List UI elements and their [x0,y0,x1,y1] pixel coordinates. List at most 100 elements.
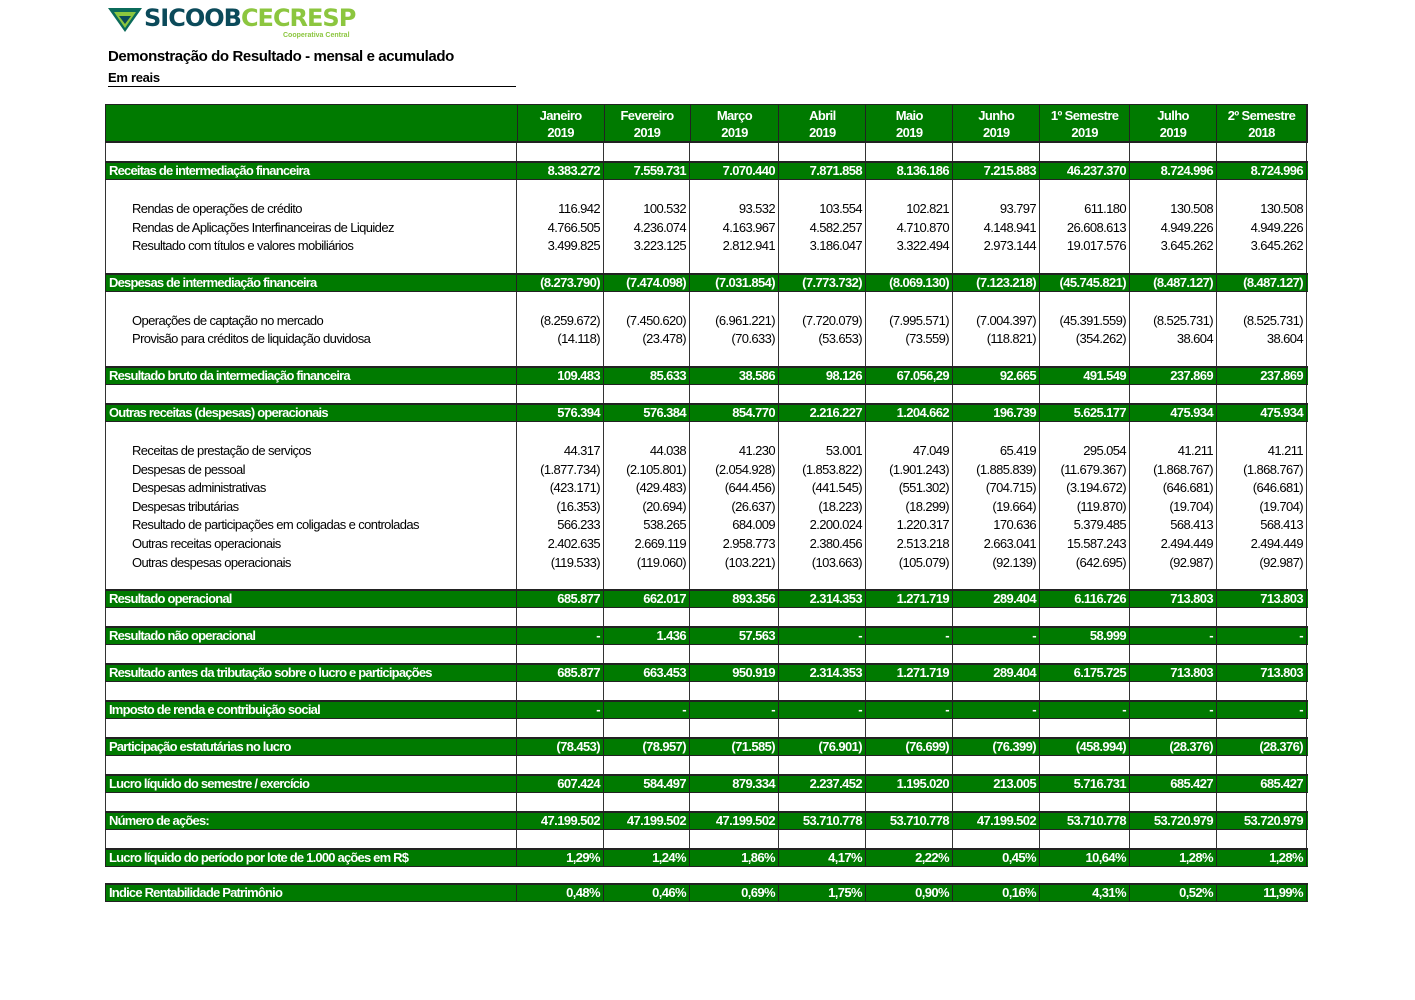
detail-values: 102.821 4.710.870 3.322.494 [866,180,953,273]
detail-value: (8.259.672) [540,312,601,328]
row-value: - [779,628,866,645]
row-value: 713.803 [1217,591,1307,608]
column-header: Junho 2019 [953,105,1041,141]
detail-value: (7.004.397) [976,312,1037,328]
row-value: 491.549 [1040,367,1130,384]
row-value: 53.720.979 [1130,813,1217,830]
row-value: 47.199.502 [953,813,1040,830]
column-header-year: 2019 [633,125,661,140]
row-label: Outras receitas (despesas) operacionais [105,404,517,421]
spacer-cell [1130,793,1217,812]
row-label: Resultado operacional [105,591,517,608]
spacer-cell [866,719,953,738]
detail-value: (92.139) [992,554,1036,570]
row-value: 0,45% [953,850,1040,867]
spacer-cell [1040,719,1130,738]
detail-value: 2.663.041 [983,535,1037,551]
row-value: (7.031.854) [690,274,779,291]
detail-value: 47.049 [912,442,950,458]
detail-block: Rendas de operações de crédito Rendas de … [105,180,1308,273]
spacer-cell [1217,682,1307,701]
spacer-cell [953,645,1040,664]
spacer-cell [690,608,779,627]
detail-value: (429.483) [635,480,687,496]
row-value: 6.116.726 [1040,591,1130,608]
detail-label: Despesas de pessoal [132,461,246,477]
detail-value: (704.715) [985,480,1037,496]
spacer-cell [866,682,953,701]
detail-value: 2.513.218 [896,535,950,551]
table-gap [105,867,1308,883]
row-value: 1.436 [604,628,690,645]
spacer-cell [105,645,517,664]
spacer-cell [1217,830,1307,849]
spacer-cell [105,384,517,403]
row-value: 1,86% [690,850,779,867]
row-value: 2,22% [866,850,953,867]
spacer-cell [517,867,604,883]
detail-values: 93.797 4.148.941 2.973.144 [953,180,1040,273]
detail-values: 100.532 4.236.074 3.223.125 [604,180,690,273]
spacer-cell [690,756,779,775]
row-label: Número de ações: [105,813,517,830]
detail-values: (7.995.571) (73.559) [866,291,953,366]
row-value: - [604,702,690,719]
row-value: 0,90% [866,885,953,902]
column-header-name: Janeiro [539,108,583,123]
column-header-year: 2019 [1071,125,1098,140]
spacer-cell [866,143,953,161]
detail-values: (7.720.079) (53.653) [779,291,866,366]
detail-values: 130.508 4.949.226 3.645.262 [1217,180,1307,273]
column-header-year: 2019 [809,125,836,140]
row-value: 2.216.227 [779,404,866,421]
row-value: 53.720.979 [1217,813,1307,830]
detail-value: (642.695) [1075,554,1127,570]
spacer-cell [779,719,866,738]
detail-values: 53.001 (1.853.822) (441.545) (18.223) 2.200.… [779,421,866,590]
detail-value: 44.038 [649,442,687,458]
detail-labels: Receitas de prestação de serviços Despesa… [105,421,517,590]
row-value: 475.934 [1217,404,1307,421]
detail-value: 2.402.635 [547,535,601,551]
row-value: - [1040,702,1130,719]
spacer-cell [1040,608,1130,627]
row-value: 854.770 [690,404,779,421]
detail-value: 3.645.262 [1160,238,1214,254]
column-header: Abril 2019 [779,105,867,141]
spacer-cell [953,867,1040,883]
row-value: 576.384 [604,404,690,421]
spacer-cell [105,682,517,701]
detail-values: (6.961.221) (70.633) [690,291,779,366]
spacer-cell [866,608,953,627]
detail-values: (8.259.672) (14.118) [517,291,604,366]
spacer-cell [517,756,604,775]
spacer-cell [604,384,690,403]
detail-value: 566.233 [557,517,600,533]
spacer-cell [953,830,1040,849]
detail-labels: Operações de captação no mercado Provisão… [105,291,517,366]
row-value: (28.376) [1130,739,1217,756]
detail-value: (646.681) [1162,480,1214,496]
spacer-cell [953,793,1040,812]
detail-value: (8.525.731) [1153,312,1214,328]
row-value: 1,24% [604,850,690,867]
spacer-cell [866,793,953,812]
detail-value: (6.961.221) [715,312,776,328]
detail-values: 41.230 (2.054.928) (644.456) (26.637) 684.00… [690,421,779,590]
row-value: - [953,702,1040,719]
detail-values: 65.419 (1.885.839) (704.715) (19.664) 170.63… [953,421,1040,590]
row-value: (76.399) [953,739,1040,756]
spacer-cell [1130,682,1217,701]
detail-values: (8.525.731) 38.604 [1217,291,1307,366]
detail-values: (7.450.620) (23.478) [604,291,690,366]
row-value: (8.069.130) [866,274,953,291]
spacer-cell [604,682,690,701]
row-value: 950.919 [690,665,779,682]
column-header-year: 2019 [1159,125,1187,140]
detail-value: 2.669.119 [634,535,687,551]
spacer-cell [1217,867,1307,883]
spacer-cell [1130,645,1217,664]
row-value: - [517,702,604,719]
detail-value: 130.508 [1260,201,1303,216]
detail-value: 15.587.243 [1066,535,1127,551]
